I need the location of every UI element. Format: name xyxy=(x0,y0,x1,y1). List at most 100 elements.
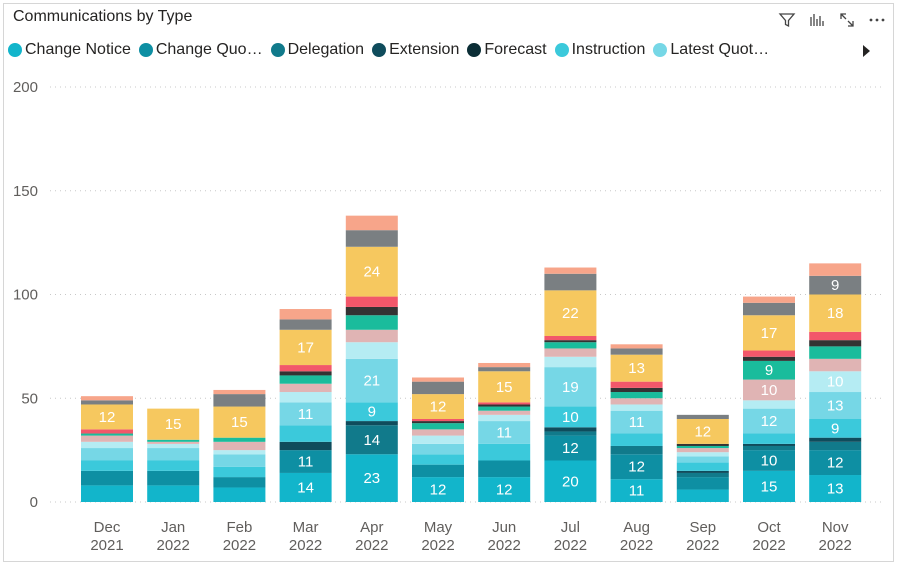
bar-segment xyxy=(478,460,531,478)
bar-segment xyxy=(279,371,332,376)
bar-segment xyxy=(610,410,663,434)
bar-segment xyxy=(610,387,663,393)
legend-marker xyxy=(8,43,22,57)
bar-segment xyxy=(544,427,597,432)
bar-segment xyxy=(279,392,332,403)
bar-segment xyxy=(544,406,597,428)
bar-segment xyxy=(676,462,729,471)
bar-segment xyxy=(213,450,266,455)
bar-segment xyxy=(809,475,862,502)
data-label: 13 xyxy=(827,481,844,498)
bar-segment xyxy=(81,448,133,461)
data-label: 15 xyxy=(761,478,778,495)
bar-segment xyxy=(279,402,332,426)
legend-item[interactable]: Latest Quot… xyxy=(653,41,769,59)
legend-item[interactable]: Change Notice xyxy=(8,41,131,59)
bar-segment xyxy=(743,443,795,446)
data-label: 22 xyxy=(562,305,579,322)
more-options-icon[interactable] xyxy=(867,10,887,30)
x-tick-label-year: 2022 xyxy=(554,537,587,554)
bar-segment xyxy=(279,309,332,320)
x-tick-label-year: 2022 xyxy=(620,537,653,554)
data-label: 12 xyxy=(761,413,778,430)
x-tick-label-month: Apr xyxy=(360,519,383,536)
x-tick-label-year: 2022 xyxy=(355,537,388,554)
bar-segment xyxy=(345,246,398,297)
bar-segment xyxy=(544,340,597,343)
data-label: 24 xyxy=(363,264,380,281)
legend-label: Change Quo… xyxy=(155,41,263,58)
bar-segment xyxy=(743,470,795,502)
bar-segment xyxy=(544,435,597,461)
data-label: 13 xyxy=(628,360,645,377)
bar-segment xyxy=(676,452,729,457)
bar-segment xyxy=(743,356,795,361)
data-label: 10 xyxy=(761,382,778,399)
bar-segment xyxy=(279,450,332,473)
bar-segment xyxy=(743,379,795,401)
y-tick-label: 200 xyxy=(13,79,38,96)
y-tick-label: 50 xyxy=(21,390,38,407)
bar-segment xyxy=(412,381,464,395)
x-tick-label-month: Mar xyxy=(293,519,319,536)
data-label: 11 xyxy=(629,414,645,431)
legend-item[interactable]: Extension xyxy=(372,41,459,59)
bar-segment xyxy=(544,431,597,436)
x-tick-label-month: Sep xyxy=(689,519,716,536)
bar-segment xyxy=(213,437,266,442)
bar-segment xyxy=(610,381,663,388)
filter-icon[interactable] xyxy=(777,10,797,30)
bar-segment xyxy=(213,441,266,451)
bar-segment xyxy=(478,402,531,405)
bar-segment xyxy=(147,470,200,486)
bar-segment xyxy=(544,273,597,291)
bar-segment xyxy=(412,454,464,465)
data-label: 15 xyxy=(165,416,182,433)
legend-item[interactable]: Instruction xyxy=(554,41,645,59)
legend-item[interactable]: Delegation xyxy=(270,41,365,59)
x-tick-label-month: Nov xyxy=(822,519,849,536)
data-label: 15 xyxy=(231,414,248,431)
legend-label: Delegation xyxy=(287,41,365,58)
bar-segment xyxy=(809,419,862,438)
bar-segment xyxy=(478,414,531,422)
x-tick-label-year: 2021 xyxy=(90,537,123,554)
bar-segment xyxy=(213,477,266,488)
bar-segment xyxy=(676,456,729,463)
bar-segment xyxy=(345,454,398,502)
data-label: 11 xyxy=(298,454,314,471)
bar-segment xyxy=(809,275,862,295)
data-label: 21 xyxy=(363,373,380,390)
bar-segment xyxy=(478,404,531,407)
legend-item[interactable]: Change Quo… xyxy=(138,41,263,59)
bar-segment xyxy=(147,460,200,471)
focus-mode-icon[interactable] xyxy=(807,10,827,30)
data-label: 17 xyxy=(297,339,314,356)
expand-icon[interactable] xyxy=(837,10,857,30)
data-label: 17 xyxy=(761,325,778,342)
data-label: 10 xyxy=(761,453,778,470)
bar-segment xyxy=(345,342,398,359)
bar-segment xyxy=(147,485,200,502)
legend-label: Change Notice xyxy=(25,41,131,58)
bar-segment xyxy=(345,215,398,231)
x-tick-label-month: Aug xyxy=(623,519,650,536)
legend-next-arrow-icon[interactable] xyxy=(860,42,872,60)
x-tick-label-month: Dec xyxy=(94,519,121,536)
bar-segment xyxy=(147,448,200,461)
data-label: 9 xyxy=(831,420,839,437)
legend-item[interactable]: Forecast xyxy=(467,41,547,59)
bar-segment xyxy=(412,477,464,502)
legend-marker xyxy=(270,43,285,57)
bar-segment xyxy=(809,346,862,359)
bar-segment xyxy=(478,367,531,372)
data-label: 19 xyxy=(562,379,579,396)
bar-segment xyxy=(544,460,597,502)
bar-segment xyxy=(345,315,398,330)
bar-segment xyxy=(478,410,531,415)
bar-segment xyxy=(412,435,464,444)
bar-segment xyxy=(279,365,332,372)
bar-segment xyxy=(81,429,133,434)
bar-segment xyxy=(81,460,133,471)
